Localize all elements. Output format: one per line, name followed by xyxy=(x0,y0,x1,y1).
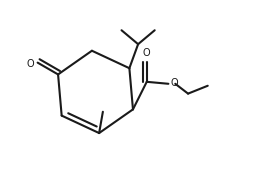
Text: O: O xyxy=(170,78,178,88)
Text: O: O xyxy=(143,48,151,58)
Text: O: O xyxy=(26,59,34,69)
